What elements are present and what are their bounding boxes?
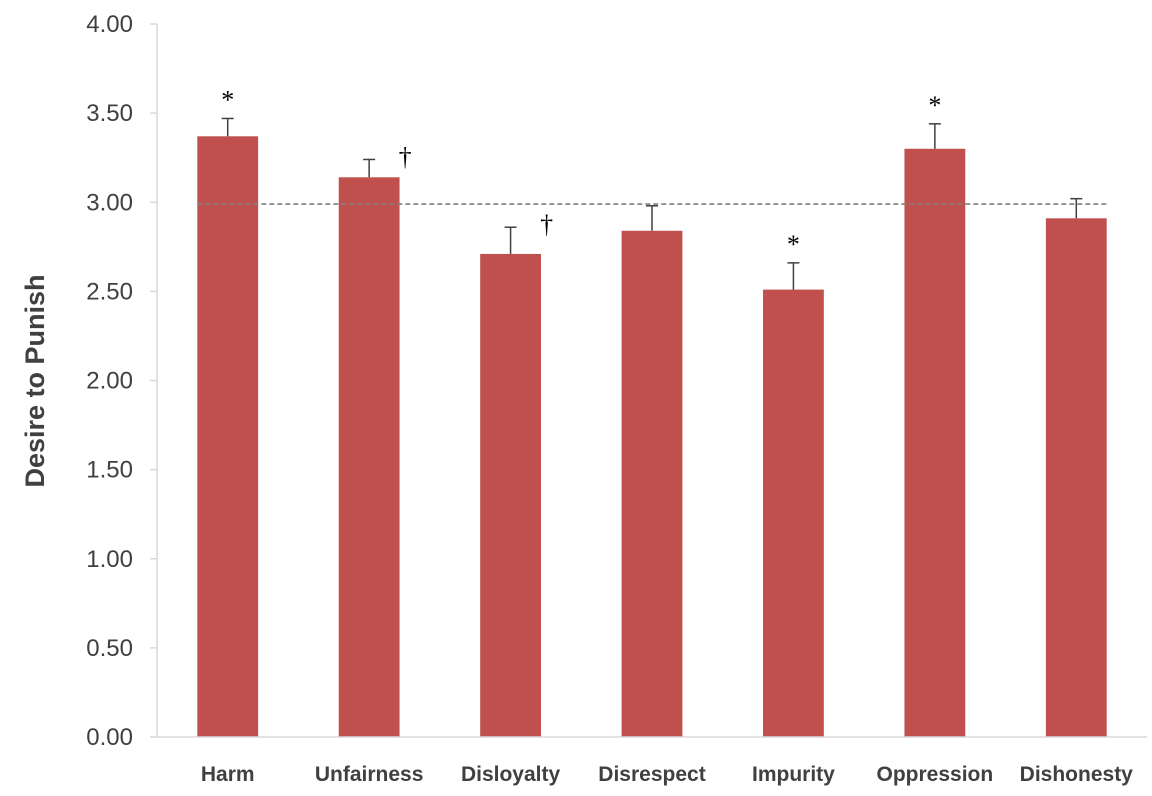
significance-star: * [787,230,800,259]
x-tick-label-oppression: Oppression [877,763,994,786]
bars [197,136,1107,738]
significance-star: * [221,85,234,114]
x-tick-label-impurity: Impurity [752,763,835,786]
bar-disrespect [621,230,683,737]
y-tick-label: 3.00 [86,189,133,216]
x-tick-label-unfairness: Unfairness [315,763,424,786]
y-tick-label: 1.50 [86,457,133,484]
bar-disloyalty [480,253,541,737]
y-tick-label: 1.00 [86,546,133,573]
significance-annotations: * † † * * [221,85,941,258]
error-bars [221,117,1083,290]
x-tick-label-dishonesty: Dishonesty [1020,763,1134,786]
bar-oppression [904,148,966,737]
x-axis: Harm Unfairness Disloyalty Disrespect Impuri… [157,736,1147,786]
significance-star: * [928,91,941,120]
y-tick-label: 0.50 [86,635,133,662]
y-tick-label: 2.50 [86,278,133,305]
y-axis-label: Desire to Punish [20,274,50,487]
y-tick-label: 0.00 [86,724,133,751]
y-tick-label: 3.50 [86,100,133,127]
x-tick-label-harm: Harm [201,763,255,786]
bar-dishonesty [1045,218,1107,738]
significance-dagger: † [540,210,553,239]
bar-impurity [763,289,824,737]
x-tick-label-disloyalty: Disloyalty [461,763,561,786]
bar-unfairness [338,177,400,738]
y-tick-label: 4.00 [86,11,133,38]
y-axis: 0.00 0.50 1.00 1.50 2.00 2.50 3.00 3.50 4.00 [86,11,158,751]
x-tick-label-disrespect: Disrespect [598,763,705,786]
significance-dagger: † [399,142,412,171]
y-tick-label: 2.00 [86,368,133,395]
bar-harm [197,136,259,738]
